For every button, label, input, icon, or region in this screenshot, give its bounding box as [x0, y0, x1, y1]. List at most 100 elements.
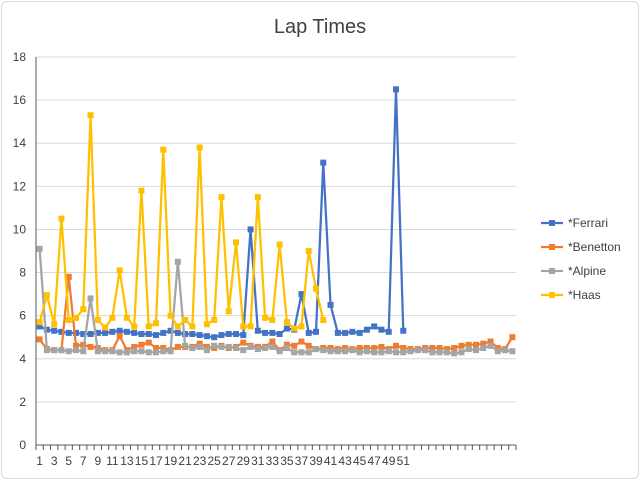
data-point: [349, 328, 356, 335]
data-point: [429, 349, 436, 356]
data-point: [51, 347, 58, 354]
data-point: [94, 348, 101, 355]
data-point: [400, 327, 407, 334]
series-3: [36, 112, 327, 332]
data-point: [174, 323, 181, 330]
data-point: [458, 349, 465, 356]
data-point: [58, 347, 65, 354]
data-point: [174, 343, 181, 350]
legend-label: *Benetton: [568, 240, 621, 254]
data-point: [262, 329, 269, 336]
data-point: [378, 349, 385, 356]
chart-title: Lap Times: [274, 16, 366, 38]
data-point: [102, 348, 109, 355]
y-tick-label: 8: [19, 266, 26, 280]
x-tick-label: 23: [193, 454, 207, 468]
data-point: [298, 338, 305, 345]
data-point: [73, 347, 79, 354]
legend-marker: [549, 244, 555, 250]
data-point: [123, 349, 130, 356]
y-tick-label: 10: [13, 222, 27, 236]
data-point: [283, 345, 290, 351]
data-point: [342, 329, 349, 336]
data-point: [327, 301, 334, 308]
y-tick-label: 2: [19, 395, 26, 409]
data-point: [349, 347, 356, 354]
data-point: [393, 342, 399, 349]
data-point: [218, 194, 225, 201]
y-tick-label: 12: [13, 179, 27, 193]
legend: *Ferrari *Benetton *Alpine *Haas: [541, 216, 621, 302]
data-point: [131, 348, 138, 355]
data-point: [233, 330, 239, 337]
data-point: [414, 347, 421, 354]
data-point: [138, 341, 145, 348]
data-point: [160, 348, 167, 355]
data-point: [356, 329, 363, 336]
data-point: [509, 334, 516, 341]
data-point: [363, 345, 370, 351]
data-point: [443, 349, 450, 356]
data-point: [269, 343, 276, 350]
data-point: [225, 308, 232, 315]
data-point: [203, 333, 210, 340]
data-point: [167, 348, 174, 355]
data-point: [73, 329, 79, 336]
data-point: [145, 323, 152, 330]
legend-label: *Alpine: [568, 264, 606, 278]
data-point: [65, 316, 72, 323]
data-point: [211, 316, 218, 323]
data-point: [385, 328, 392, 335]
data-point: [196, 343, 203, 350]
data-point: [327, 348, 334, 355]
x-tick-label: 51: [397, 454, 411, 468]
data-point: [451, 345, 458, 351]
data-point: [254, 327, 261, 334]
data-point: [240, 339, 247, 346]
data-point: [58, 215, 65, 222]
data-point: [298, 323, 305, 330]
data-point: [240, 347, 247, 354]
data-point: [196, 144, 203, 151]
x-tick-label: 37: [295, 454, 309, 468]
data-point: [247, 323, 254, 330]
x-tick-label: 5: [65, 454, 72, 468]
data-point: [305, 248, 312, 254]
data-point: [131, 329, 138, 336]
data-point: [109, 328, 116, 335]
data-point: [487, 338, 494, 345]
data-point: [240, 332, 247, 339]
x-tick-label: 9: [94, 454, 101, 468]
x-tick-label: 29: [237, 454, 251, 468]
data-point: [283, 319, 290, 326]
data-point: [429, 345, 436, 351]
data-point: [203, 343, 210, 350]
data-point: [422, 347, 429, 354]
data-point: [102, 329, 109, 336]
data-point: [393, 349, 399, 356]
data-point: [43, 292, 50, 299]
gridlines: [36, 56, 516, 403]
data-point: [116, 267, 123, 274]
data-point: [145, 349, 152, 356]
data-point: [160, 329, 167, 336]
data-point: [138, 330, 145, 337]
data-point: [334, 348, 341, 355]
data-point: [378, 326, 385, 333]
data-point: [87, 112, 94, 119]
data-point: [51, 327, 58, 334]
data-point: [123, 328, 130, 335]
data-point: [400, 345, 407, 351]
y-tick-label: 16: [13, 93, 27, 107]
data-point: [334, 329, 341, 336]
x-tick-label: 45: [353, 454, 367, 468]
data-point: [436, 349, 443, 356]
data-point: [356, 345, 363, 351]
data-point: [167, 312, 174, 319]
x-tick-label: 49: [382, 454, 396, 468]
data-point: [269, 338, 276, 345]
data-point: [36, 319, 43, 326]
x-tick-label: 11: [106, 454, 119, 468]
data-point: [371, 345, 378, 351]
series-0: [36, 86, 407, 341]
